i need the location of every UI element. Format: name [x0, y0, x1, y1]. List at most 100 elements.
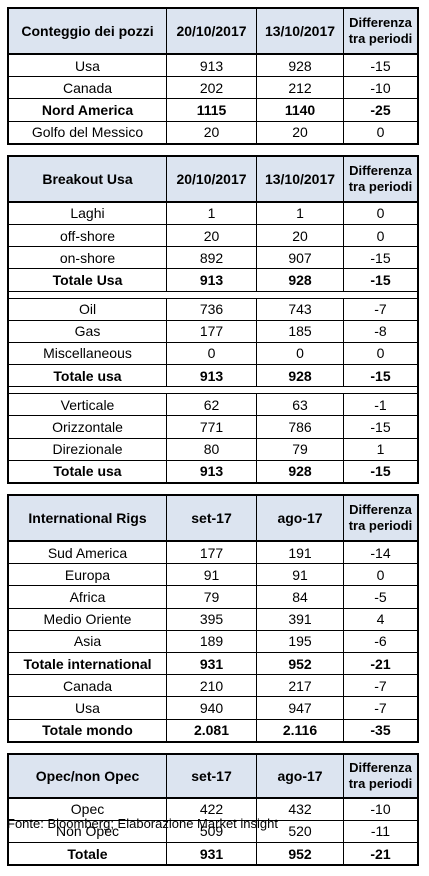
- data-table: International Rigs set-17 ago-17 Differenza…: [7, 494, 419, 743]
- table-row: Totale 931 952 -21: [9, 842, 417, 865]
- row-value: -7: [343, 298, 417, 320]
- header-cell: set-17: [166, 754, 256, 797]
- row-value: 195: [256, 630, 343, 652]
- row-value: 185: [256, 320, 343, 342]
- table-row: Totale usa 913 928 -15: [9, 364, 417, 387]
- row-label: Europa: [64, 566, 111, 583]
- section-divider: [9, 290, 417, 299]
- source-footer: Fonte: Bloomberg; Elaborazione Market in…: [7, 816, 278, 831]
- header-cell: Opec/non Opec: [35, 767, 140, 784]
- table-row: Totale mondo 2.081 2.116 -35: [9, 718, 417, 741]
- row-value: 736: [166, 298, 256, 320]
- row-value: -7: [343, 697, 417, 719]
- row-value: -5: [343, 586, 417, 608]
- section-divider: [9, 386, 417, 395]
- data-table: Opec/non Opec set-17 ago-17 Differenza tra …: [7, 752, 419, 867]
- row-value: 79: [256, 438, 343, 460]
- row-value: 63: [256, 394, 343, 416]
- row-value: 913: [166, 365, 256, 387]
- row-value: -21: [343, 652, 417, 675]
- row-value: 928: [256, 365, 343, 387]
- row-value: 0: [166, 342, 256, 365]
- header-cell: Conteggio dei pozzi: [21, 23, 154, 39]
- row-value: 947: [256, 697, 343, 719]
- row-value: 91: [256, 564, 343, 586]
- row-label: Golfo del Messico: [31, 124, 144, 141]
- row-value: 217: [256, 675, 343, 697]
- table-row: Opec 422 432 -10: [9, 798, 417, 820]
- table-row: Totale usa 913 928 -15: [9, 459, 417, 482]
- row-value: 913: [166, 269, 256, 291]
- table-row: Laghi 1 1 0: [9, 202, 417, 224]
- table-row: Golfo del Messico 20 20 0: [9, 120, 417, 143]
- row-value: 952: [256, 652, 343, 675]
- row-value: 892: [166, 247, 256, 269]
- row-value: -15: [343, 247, 417, 269]
- row-value: 395: [166, 608, 256, 630]
- row-value: 20: [166, 121, 256, 143]
- row-label: Totale mondo: [42, 722, 133, 739]
- row-value: 202: [166, 77, 256, 99]
- row-value: 928: [256, 460, 343, 482]
- row-label: Canada: [62, 677, 113, 694]
- row-value: -15: [343, 269, 417, 291]
- row-value: 20: [166, 224, 256, 247]
- header-cell: ago-17: [256, 754, 343, 797]
- row-label: Usa: [75, 699, 100, 716]
- table-row: Miscellaneous 0 0 0: [9, 341, 417, 365]
- row-label: Miscellaneous: [43, 345, 132, 362]
- table-row: Medio Oriente 395 391 4: [9, 607, 417, 630]
- row-value: 913: [166, 55, 256, 77]
- row-value: 940: [166, 697, 256, 719]
- row-value: 1: [256, 202, 343, 224]
- data-table: Conteggio dei pozzi 20/10/2017 13/10/2017 D…: [7, 7, 419, 145]
- row-value: 177: [166, 320, 256, 342]
- row-value: 0: [343, 342, 417, 365]
- row-label: Direzionale: [52, 441, 123, 458]
- header-cell: Differenza tra periodi: [343, 754, 417, 797]
- tables-container: Conteggio dei pozzi 20/10/2017 13/10/2017 D…: [7, 7, 419, 876]
- row-value: -15: [343, 55, 417, 77]
- row-label: Asia: [73, 633, 102, 650]
- row-value: 786: [256, 416, 343, 438]
- row-value: 210: [166, 675, 256, 697]
- header-cell: ago-17: [256, 496, 343, 540]
- table-row: Direzionale 80 79 1: [9, 437, 417, 460]
- row-value: 1: [166, 202, 256, 224]
- header-cell: Differenza tra periodi: [343, 156, 417, 201]
- row-label: Laghi: [70, 205, 105, 222]
- row-value: 80: [166, 438, 256, 460]
- row-label: Totale: [67, 845, 108, 862]
- row-value: -25: [343, 99, 417, 121]
- row-value: 931: [166, 843, 256, 865]
- row-value: 1140: [256, 99, 343, 121]
- table-row: Sud America 177 191 -14: [9, 542, 417, 564]
- row-label: Oil: [78, 301, 97, 318]
- row-value: 931: [166, 652, 256, 675]
- row-value: 62: [166, 394, 256, 416]
- header-cell: set-17: [166, 496, 256, 540]
- table-header: Conteggio dei pozzi 20/10/2017 13/10/2017 D…: [9, 9, 417, 55]
- row-value: 0: [343, 202, 417, 224]
- table-row: off-shore 20 20 0: [9, 223, 417, 247]
- row-value: 20: [256, 121, 343, 143]
- row-value: -7: [343, 675, 417, 697]
- header-cell: International Rigs: [28, 510, 147, 526]
- row-value: -6: [343, 630, 417, 652]
- row-value: 4: [343, 608, 417, 630]
- table-row: Europa 91 91 0: [9, 563, 417, 586]
- table-row: Nord America 1115 1140 -25: [9, 98, 417, 121]
- row-value: 928: [256, 55, 343, 77]
- row-value: -11: [343, 820, 417, 843]
- table-row: on-shore 892 907 -15: [9, 246, 417, 269]
- row-value: 0: [256, 342, 343, 365]
- row-value: 928: [256, 269, 343, 291]
- row-value: -15: [343, 460, 417, 482]
- row-label: Africa: [69, 588, 106, 605]
- row-value: 0: [343, 121, 417, 143]
- row-label: Totale usa: [53, 463, 122, 480]
- row-label: Verticale: [60, 396, 115, 413]
- row-value: -21: [343, 843, 417, 865]
- row-label: Totale usa: [53, 367, 122, 384]
- row-value: -14: [343, 542, 417, 564]
